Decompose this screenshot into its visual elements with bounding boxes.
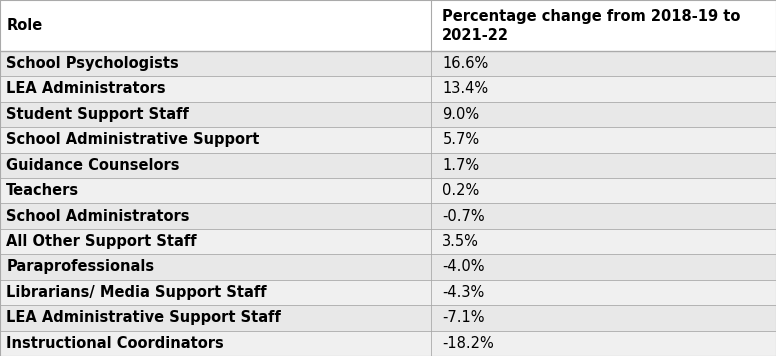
Bar xyxy=(431,127,776,153)
Text: -7.1%: -7.1% xyxy=(442,310,485,325)
Text: School Administrators: School Administrators xyxy=(6,209,189,224)
Bar xyxy=(431,203,776,229)
Bar xyxy=(0,51,431,76)
Text: LEA Administrative Support Staff: LEA Administrative Support Staff xyxy=(6,310,281,325)
Text: 5.7%: 5.7% xyxy=(442,132,480,147)
Bar xyxy=(0,229,431,254)
Bar xyxy=(0,305,431,331)
Text: Student Support Staff: Student Support Staff xyxy=(6,107,189,122)
Text: 1.7%: 1.7% xyxy=(442,158,480,173)
Text: LEA Administrators: LEA Administrators xyxy=(6,82,166,96)
Bar xyxy=(0,331,431,356)
Bar xyxy=(431,102,776,127)
Bar xyxy=(0,153,431,178)
Bar xyxy=(431,254,776,280)
Text: 16.6%: 16.6% xyxy=(442,56,489,71)
Bar xyxy=(0,280,431,305)
Text: Paraprofessionals: Paraprofessionals xyxy=(6,260,154,274)
Text: -4.3%: -4.3% xyxy=(442,285,484,300)
Text: -0.7%: -0.7% xyxy=(442,209,485,224)
Text: All Other Support Staff: All Other Support Staff xyxy=(6,234,197,249)
Bar xyxy=(431,51,776,76)
Text: Teachers: Teachers xyxy=(6,183,79,198)
Text: 3.5%: 3.5% xyxy=(442,234,480,249)
Text: -18.2%: -18.2% xyxy=(442,336,494,351)
Text: 0.2%: 0.2% xyxy=(442,183,480,198)
Text: Role: Role xyxy=(6,18,43,33)
Text: School Administrative Support: School Administrative Support xyxy=(6,132,260,147)
Text: 9.0%: 9.0% xyxy=(442,107,480,122)
Text: Librarians/ Media Support Staff: Librarians/ Media Support Staff xyxy=(6,285,267,300)
Bar xyxy=(431,76,776,102)
Bar xyxy=(431,178,776,203)
Text: -4.0%: -4.0% xyxy=(442,260,485,274)
Bar xyxy=(431,280,776,305)
Bar xyxy=(0,76,431,102)
Bar xyxy=(0,203,431,229)
Bar xyxy=(431,0,776,51)
Bar xyxy=(431,331,776,356)
Bar xyxy=(0,0,431,51)
Bar xyxy=(431,229,776,254)
Text: Instructional Coordinators: Instructional Coordinators xyxy=(6,336,224,351)
Bar xyxy=(0,127,431,153)
Bar xyxy=(0,102,431,127)
Bar xyxy=(0,178,431,203)
Text: Percentage change from 2018-19 to
2021-22: Percentage change from 2018-19 to 2021-2… xyxy=(442,9,741,43)
Bar xyxy=(431,305,776,331)
Bar xyxy=(431,153,776,178)
Bar xyxy=(0,254,431,280)
Text: Guidance Counselors: Guidance Counselors xyxy=(6,158,180,173)
Text: School Psychologists: School Psychologists xyxy=(6,56,179,71)
Text: 13.4%: 13.4% xyxy=(442,82,488,96)
